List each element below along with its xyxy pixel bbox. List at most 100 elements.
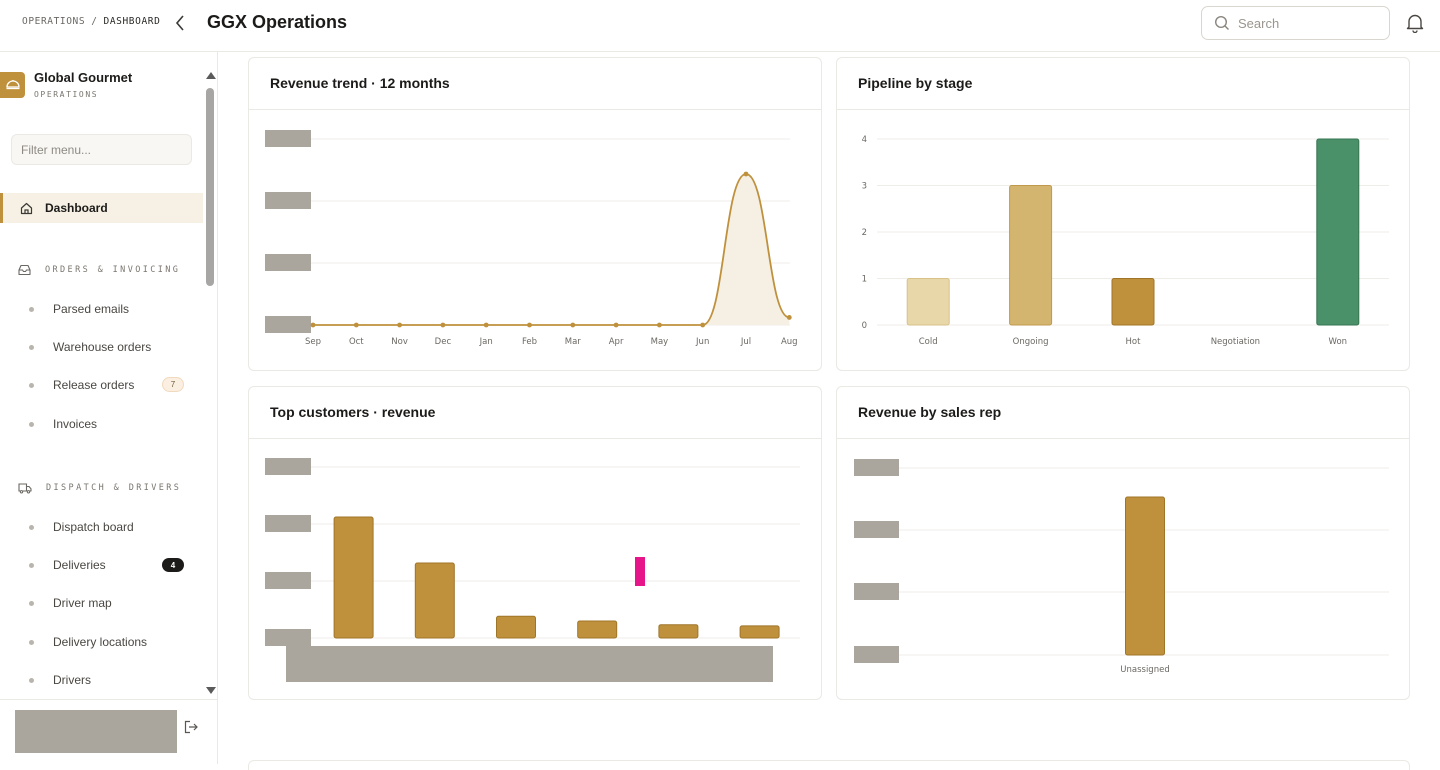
section-dispatch-drivers: DISPATCH & DRIVERS xyxy=(18,482,181,494)
x-tick-label: Aug xyxy=(781,337,798,347)
truck-icon xyxy=(18,483,32,494)
y-tick-label: 0 xyxy=(862,321,867,331)
y-tick-placeholder xyxy=(265,572,311,589)
data-point xyxy=(527,322,532,328)
x-tick-label: Sep xyxy=(305,337,321,347)
sidebar-item-label: Dashboard xyxy=(45,201,108,215)
scroll-down-arrow-icon[interactable] xyxy=(206,687,216,694)
scrollbar-thumb[interactable] xyxy=(206,88,214,286)
y-tick-placeholder xyxy=(265,458,311,475)
data-point xyxy=(353,322,359,328)
highlight-marker xyxy=(635,557,645,586)
breadcrumb: OPERATIONS / DASHBOARD xyxy=(22,16,161,27)
y-tick-placeholder xyxy=(854,646,899,663)
card-title: Top customers · revenue xyxy=(270,404,436,420)
data-point xyxy=(613,322,619,328)
y-tick-label: 4 xyxy=(862,135,867,145)
sidebar-item-driver-map[interactable]: Driver map xyxy=(29,591,199,615)
bar xyxy=(333,516,374,639)
x-tick-label: Apr xyxy=(609,337,624,347)
section-title: ORDERS & INVOICING xyxy=(45,265,181,275)
y-tick-placeholder xyxy=(265,192,311,209)
bullet-dot xyxy=(29,344,34,350)
bullet-dot xyxy=(29,600,34,606)
sidebar-item-dashboard[interactable]: Dashboard xyxy=(0,193,203,223)
data-point xyxy=(700,322,706,328)
x-tick-label: Nov xyxy=(391,337,408,347)
home-icon xyxy=(20,202,33,214)
data-point xyxy=(397,322,402,328)
x-tick-label: Negotiation xyxy=(1211,337,1260,347)
sidebar-item-parsed-emails[interactable]: Parsed emails xyxy=(29,297,199,321)
bullet-dot xyxy=(29,524,34,530)
logout-icon xyxy=(184,720,198,734)
bullet-dot xyxy=(29,677,34,683)
scroll-up-arrow-icon[interactable] xyxy=(206,72,216,79)
revenue-trend-chart: Sep Oct Nov Dec Jan Feb Mar Apr May Jun Jul Aug xyxy=(265,130,798,347)
bar xyxy=(496,615,536,639)
bar xyxy=(658,624,699,639)
sidebar-item-label: Driver map xyxy=(53,596,112,610)
sidebar-item-label: Invoices xyxy=(53,417,98,431)
chevron-left-icon xyxy=(175,15,184,31)
y-tick-placeholder xyxy=(854,459,899,476)
search-input[interactable] xyxy=(1238,15,1378,31)
count-badge: 7 xyxy=(162,377,184,392)
divider xyxy=(249,109,821,110)
bar xyxy=(1316,138,1360,326)
sidebar-item-deliveries[interactable]: Deliveries 4 xyxy=(29,553,199,577)
y-tick-placeholder xyxy=(854,583,899,600)
sidebar-item-label: Deliveries xyxy=(53,558,106,572)
divider xyxy=(837,438,1409,439)
logout-button[interactable] xyxy=(179,714,203,740)
x-tick-label: Unassigned xyxy=(1120,665,1169,675)
top-customers-chart xyxy=(265,458,800,682)
x-tick-label: Jan xyxy=(479,337,493,347)
y-tick-placeholder xyxy=(265,629,311,646)
section-title: DISPATCH & DRIVERS xyxy=(46,483,182,493)
notifications-button[interactable] xyxy=(1404,12,1426,34)
sidebar-item-release-orders[interactable]: Release orders 7 xyxy=(29,373,199,397)
sidebar: Global Gourmet OPERATIONS Dashboard ORDE… xyxy=(0,52,218,764)
bullet-dot xyxy=(29,382,34,388)
y-tick-placeholder xyxy=(854,521,899,538)
search-box[interactable] xyxy=(1201,6,1390,40)
user-profile-placeholder[interactable] xyxy=(15,710,177,753)
filter-menu-input[interactable] xyxy=(21,142,181,157)
sidebar-item-label: Warehouse orders xyxy=(53,340,152,354)
sidebar-item-warehouse-orders[interactable]: Warehouse orders xyxy=(29,335,199,359)
pipeline-chart: 0 1 2 3 4 Cold Ongoing Hot Negotiation Won xyxy=(862,135,1389,347)
y-tick-placeholder xyxy=(265,254,311,271)
back-button[interactable] xyxy=(170,12,190,34)
bullet-dot xyxy=(29,306,34,312)
sidebar-scrollbar[interactable] xyxy=(204,70,216,700)
top-bar: OPERATIONS / DASHBOARD GGX Operations xyxy=(0,0,1440,52)
bar xyxy=(906,278,950,326)
card-title: Revenue trend · 12 months xyxy=(270,75,450,91)
top-customers-card: Top customers · revenue xyxy=(248,386,822,700)
sidebar-item-dispatch-board[interactable]: Dispatch board xyxy=(29,515,199,539)
bar xyxy=(1009,185,1053,326)
data-point xyxy=(310,322,316,328)
bullet-dot xyxy=(29,562,34,568)
series-area xyxy=(313,174,790,325)
sidebar-item-delivery-locations[interactable]: Delivery locations xyxy=(29,630,199,654)
sidebar-item-drivers[interactable]: Drivers xyxy=(29,668,199,692)
revenue-trend-card: Revenue trend · 12 months Sep Oct Nov Dec Ja… xyxy=(248,57,822,371)
x-tick-label: Ongoing xyxy=(1013,337,1049,347)
x-tick-label: Cold xyxy=(919,337,938,347)
sidebar-item-label: Parsed emails xyxy=(53,302,130,316)
count-badge: 4 xyxy=(162,558,184,572)
breadcrumb-operations[interactable]: OPERATIONS xyxy=(22,16,86,27)
sales-rep-card: Revenue by sales rep Unassigned xyxy=(836,386,1410,700)
data-point xyxy=(743,171,749,177)
cloche-icon xyxy=(5,80,20,90)
inbox-icon xyxy=(18,264,31,276)
brand-logo xyxy=(0,72,25,98)
filter-menu-box[interactable] xyxy=(11,134,192,165)
sales-rep-chart: Unassigned xyxy=(854,459,1389,675)
x-tick-label: Jul xyxy=(740,337,751,347)
bar xyxy=(1125,496,1165,656)
sidebar-item-invoices[interactable]: Invoices xyxy=(29,412,199,436)
sidebar-footer xyxy=(0,699,217,764)
